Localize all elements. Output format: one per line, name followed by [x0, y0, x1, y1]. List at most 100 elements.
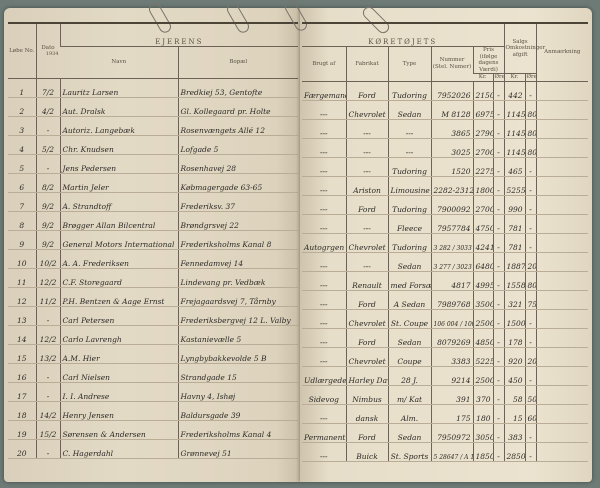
owner-address: Frederiksholms Kanal 4	[177, 420, 299, 440]
row-date: 11/2	[35, 287, 60, 307]
used-by: ---	[302, 157, 346, 177]
owner-name: Jens Pedersen	[59, 154, 178, 174]
fee-kr: 1145	[503, 138, 526, 158]
used-by: ---	[302, 252, 346, 272]
row-date: 10/2	[35, 249, 60, 269]
price-kr: 3500	[472, 290, 493, 310]
fee-ore: -	[524, 176, 537, 196]
remark	[535, 271, 589, 291]
row-number: 14	[8, 325, 36, 345]
fee-kr: 1887	[503, 252, 526, 272]
vehicle-make: Chevrolet	[345, 347, 388, 367]
used-by: ---	[302, 100, 346, 120]
row-date: 5/2	[35, 135, 60, 155]
price-ore: -	[492, 442, 505, 462]
row-date: 9/2	[35, 230, 60, 250]
vehicle-number: 7989768	[430, 290, 473, 310]
remark	[535, 442, 589, 462]
fee-ore: 20	[524, 347, 537, 367]
price-ore: -	[492, 119, 505, 139]
vehicle-number: 9214	[430, 366, 473, 386]
owner-name: A.M. Hier	[59, 344, 178, 364]
vehicle-type: A Sedan	[387, 290, 431, 310]
price-ore: -	[492, 385, 505, 405]
fee-ore: -	[524, 309, 537, 329]
price-ore: -	[492, 176, 505, 196]
owner-name: Autoriz. Langebæk	[59, 116, 178, 136]
price-ore: -	[492, 423, 505, 443]
used-by: ---	[302, 271, 346, 291]
fee-kr: 178	[503, 328, 526, 348]
vehicle-number: 391	[430, 385, 473, 405]
header-brugt-af: Brugt af	[302, 46, 346, 82]
table-row: 10 10/2 A. A. Frederiksen Fennedamvej 14	[8, 249, 299, 269]
vehicle-number: 106 004 / 1007725	[430, 309, 473, 329]
owner-address: Gl. Kollegaard pr. Holte	[177, 97, 299, 117]
fee-ore: 60	[524, 404, 537, 424]
price-kr: 5225	[472, 347, 493, 367]
header-navn: Navn	[60, 46, 178, 79]
price-ore: -	[492, 328, 505, 348]
header-salgs-kr: Kr.	[503, 73, 526, 82]
price-kr: 2500	[472, 366, 493, 386]
row-number: 15	[8, 344, 36, 364]
fee-kr: 1558	[503, 271, 526, 291]
used-by: Sidevog	[302, 385, 346, 405]
row-date: -	[35, 154, 60, 174]
price-ore: -	[492, 81, 505, 101]
vehicle-make: Ford	[345, 328, 388, 348]
table-row: 5- Jens Pedersen Rosenhavej 28	[8, 154, 299, 174]
used-by: ---	[302, 442, 346, 462]
used-by: ---	[302, 176, 346, 196]
vehicle-number: 175	[430, 404, 473, 424]
fee-ore: -	[524, 233, 537, 253]
table-row: 1 7/2 Lauritz Larsen Bredkiej 53, Gentofte	[8, 78, 299, 98]
vehicle-type: ---	[387, 138, 431, 158]
price-kr: 2500	[472, 309, 493, 329]
fee-ore: -	[524, 328, 537, 348]
row-number: 3	[8, 116, 36, 136]
owner-name: General Motors International	[59, 230, 178, 250]
ledger-right-page: KØRETØJETS Salgs Omkostninger afgift Anm…	[282, 0, 592, 482]
price-ore: -	[492, 100, 505, 120]
price-kr: 4241	[472, 233, 493, 253]
table-row: Autogrgen Chevrolet Tudoring 3 282 / 3033 42…	[302, 233, 589, 253]
used-by: ---	[302, 195, 346, 215]
fee-ore: 80	[524, 100, 537, 120]
used-by: ---	[302, 328, 346, 348]
owner-name: Sørensen & Andersen	[59, 420, 178, 440]
vehicle-make: Ford	[345, 423, 388, 443]
remark	[535, 423, 589, 443]
row-number: 5	[8, 154, 36, 174]
owner-address: Rosenvængets Allé 12	[177, 116, 299, 136]
vehicle-number: 1520	[430, 157, 473, 177]
vehicle-type: Sedan	[387, 423, 431, 443]
fee-ore: 50	[524, 385, 537, 405]
table-row: 3- Autoriz. Langebæk Rosenvængets Allé 12	[8, 116, 299, 136]
price-ore: -	[492, 309, 505, 329]
fee-kr: 1145	[503, 119, 526, 139]
table-row: 4 5/2 Chr. Knudsen Lofgade 5	[8, 135, 299, 155]
owner-name: A. Strandtoff	[59, 192, 178, 212]
table-row: 14 12/2 Carlo Lavrengh Kastanievælle 5	[8, 325, 299, 345]
header-anmaerkning: Anmærkning	[535, 21, 589, 82]
remark	[535, 100, 589, 120]
table-row: 19 15/2 Sørensen & Andersen Frederiksholms …	[8, 420, 299, 440]
table-row: 7 9/2 A. Strandtoff Frederiksv. 37	[8, 192, 299, 212]
vehicle-make: Ariston	[345, 176, 388, 196]
row-date: 12/2	[35, 325, 60, 345]
row-number: 11	[8, 268, 36, 288]
owner-name: A. A. Frederiksen	[59, 249, 178, 269]
fee-kr: 1145	[503, 100, 526, 120]
row-date: 14/2	[35, 401, 60, 421]
fee-kr: 920	[503, 347, 526, 367]
fee-kr: 990	[503, 195, 526, 215]
price-ore: -	[492, 138, 505, 158]
vehicles-table: KØRETØJETS Salgs Omkostninger afgift Anm…	[302, 21, 589, 462]
header-salgs: Salgs Omkostninger afgift	[503, 22, 545, 75]
